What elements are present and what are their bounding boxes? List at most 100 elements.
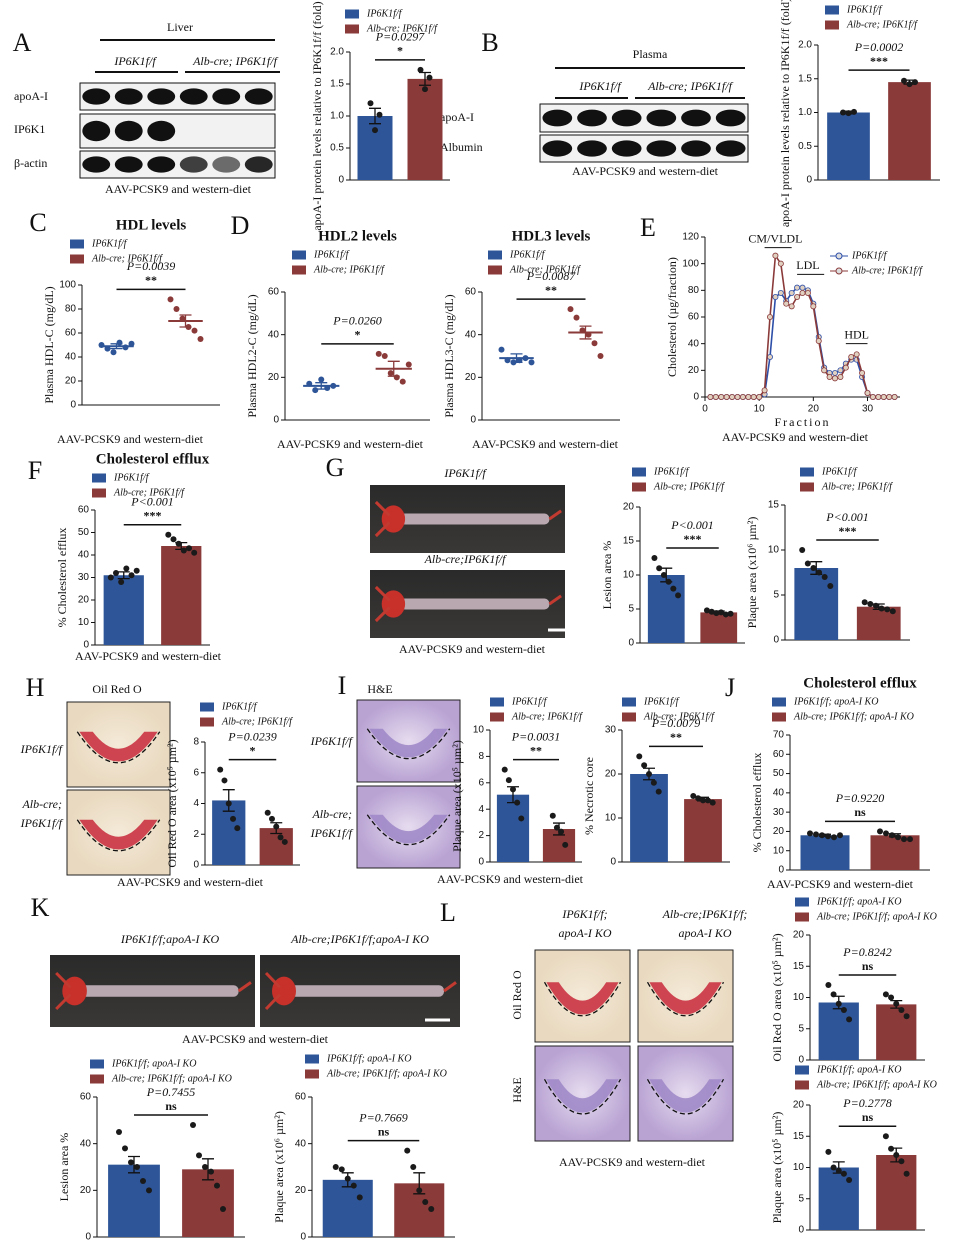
- point: [128, 1159, 134, 1166]
- point: [772, 252, 779, 259]
- row-label: β-actin: [14, 156, 47, 170]
- y-tick-label: 70: [773, 730, 785, 741]
- y-tick-label: 0: [83, 640, 89, 651]
- p-value: P<0.001: [130, 495, 173, 509]
- point: [750, 393, 757, 400]
- point: [707, 393, 714, 400]
- legend-swatch: [622, 712, 636, 722]
- point: [528, 359, 535, 366]
- point: [104, 345, 111, 352]
- plaque-outline: [543, 981, 622, 1017]
- point: [404, 1147, 411, 1154]
- y-axis-label: Plasma HDL3-C (mg/dL): [442, 294, 456, 417]
- y-tick-label: 60: [465, 287, 477, 298]
- point: [832, 375, 839, 382]
- y-axis-label: Plasma HDL2-C (mg/dL): [245, 294, 259, 417]
- point: [332, 1164, 339, 1170]
- p-value: P=0.9220: [835, 791, 884, 805]
- blot-band: [646, 109, 677, 127]
- significance: ***: [839, 524, 857, 538]
- point: [880, 393, 887, 400]
- point: [651, 555, 658, 561]
- error-bar: [202, 1158, 214, 1181]
- legend-label: Alb-cre; IP6K1f/f: [366, 23, 438, 34]
- y-tick-label: 5: [628, 604, 634, 615]
- significance: *: [397, 44, 403, 58]
- row-label: Oil Red O: [510, 970, 524, 1020]
- panel-letter: J: [725, 673, 735, 702]
- point: [718, 609, 725, 616]
- y-tick-label: 40: [688, 338, 700, 349]
- caption: AAV-PCSK9 and western-diet: [767, 877, 914, 891]
- point: [859, 369, 866, 376]
- y-tick-label: 2.0: [330, 47, 344, 58]
- point: [821, 574, 828, 580]
- legend-label: IP6K1f/f: [313, 249, 350, 260]
- point: [794, 284, 801, 291]
- significance: ns: [165, 1099, 177, 1113]
- legend-swatch: [200, 702, 214, 712]
- blot-band: [82, 88, 111, 105]
- point: [422, 86, 428, 93]
- significance: **: [530, 743, 542, 757]
- blot-band: [147, 120, 176, 142]
- point: [306, 380, 313, 387]
- point: [562, 841, 569, 848]
- y-tick-label: 30: [773, 807, 785, 818]
- legend-swatch: [772, 697, 786, 707]
- y-axis-label: Oil Red O area (x10⁵ µm²): [770, 933, 784, 1061]
- point: [324, 385, 331, 391]
- plaque: [79, 731, 158, 762]
- blot-band: [179, 88, 208, 105]
- p-value: P=0.0031: [511, 729, 560, 743]
- point: [128, 572, 135, 579]
- point: [655, 788, 662, 795]
- blot-band: [542, 140, 573, 157]
- significance: *: [355, 328, 361, 342]
- image-label: Alb-cre;: [311, 807, 352, 821]
- image-label: Alb-cre;IP6K1f/f: [424, 552, 508, 566]
- point: [813, 831, 819, 838]
- panel-letter: H: [26, 673, 45, 702]
- point: [140, 1178, 146, 1184]
- y-tick-label: 2.0: [798, 40, 812, 51]
- point: [799, 289, 806, 296]
- y-tick-label: 20: [623, 502, 635, 513]
- y-tick-label: 50: [773, 768, 785, 779]
- panel-letter: G: [326, 453, 345, 482]
- point: [831, 834, 837, 841]
- y-axis-label: Plasma HDL-C (mg/dL): [42, 286, 56, 403]
- point: [723, 393, 730, 400]
- point: [656, 565, 663, 572]
- legend-swatch: [90, 1074, 104, 1084]
- panel-header: Plasma: [633, 47, 668, 61]
- point: [901, 77, 908, 84]
- y-axis-label: Cholesterol (µg/fraction): [665, 257, 679, 377]
- legend-label: IP6K1f/f: [511, 696, 548, 707]
- point: [799, 547, 806, 553]
- significance: ns: [378, 1124, 390, 1138]
- point: [745, 393, 752, 400]
- bar: [630, 774, 668, 862]
- panel-letter: L: [440, 898, 456, 927]
- point: [118, 579, 125, 585]
- y-tick-label: 10: [793, 992, 805, 1003]
- caption: AAV-PCSK9 and western-diet: [75, 649, 222, 663]
- point: [516, 357, 523, 364]
- point: [901, 836, 907, 843]
- bar: [800, 835, 850, 870]
- section-photo: [66, 789, 171, 876]
- point: [387, 370, 394, 377]
- point: [794, 293, 801, 300]
- y-tick-label: 60: [688, 312, 700, 323]
- image-label: IP6K1f/f;: [561, 907, 607, 921]
- point: [867, 601, 874, 607]
- point: [848, 353, 855, 360]
- y-tick-label: 20: [688, 365, 700, 376]
- y-tick-label: 10: [623, 570, 635, 581]
- image-label: Alb-cre;IP6K1f/f;: [662, 907, 748, 921]
- y-tick-label: 0: [85, 1232, 91, 1243]
- point: [837, 367, 844, 374]
- bar: [357, 116, 393, 180]
- point: [190, 1122, 196, 1128]
